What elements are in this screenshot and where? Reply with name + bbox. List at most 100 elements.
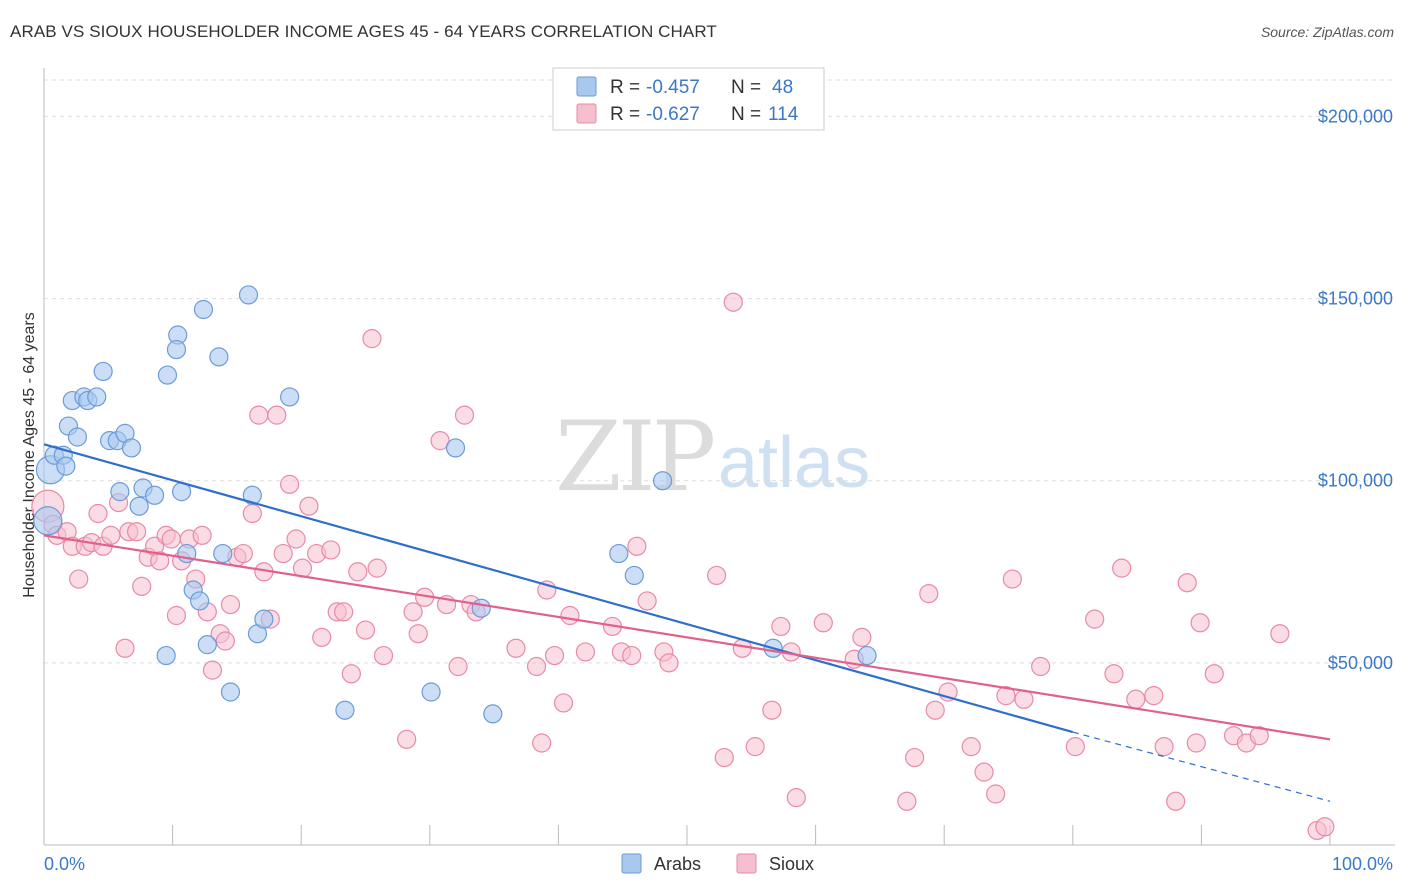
arabs-point xyxy=(220,682,241,702)
sioux-point xyxy=(659,653,679,673)
sioux-point xyxy=(286,529,306,549)
sioux-point xyxy=(166,605,187,626)
bottom-legend-arabs-swatch xyxy=(621,853,642,874)
sioux-point xyxy=(996,686,1016,706)
arabs-point xyxy=(609,543,629,564)
sioux-point xyxy=(448,656,468,677)
sioux-point xyxy=(544,645,565,666)
sioux-trend-line xyxy=(43,534,1331,741)
sioux-point xyxy=(974,762,994,782)
sioux-point xyxy=(813,613,833,633)
y-tick-labels: $50,000 $100,000 $150,000 $200,000 xyxy=(1318,106,1393,672)
sioux-points xyxy=(31,292,1335,841)
sioux-point xyxy=(1144,686,1164,706)
sioux-point xyxy=(1014,689,1034,709)
y-axis-label: Householder Income Ages 45 - 64 years xyxy=(21,312,38,598)
sioux-point xyxy=(762,700,782,720)
sioux-point xyxy=(905,747,925,768)
sioux-point xyxy=(1186,733,1206,753)
sioux-point xyxy=(215,631,235,651)
arabs-point xyxy=(209,347,229,367)
axes xyxy=(43,68,1395,846)
bottom-legend-arabs-label: Arabs xyxy=(654,854,701,874)
sioux-point xyxy=(126,522,147,542)
arabs-point xyxy=(93,361,113,382)
sioux-point xyxy=(1065,737,1085,757)
arabs-point xyxy=(254,609,274,629)
sioux-point xyxy=(397,729,417,749)
arabs-point xyxy=(110,482,130,502)
sioux-point xyxy=(267,405,287,425)
arabs-point xyxy=(129,496,149,516)
sioux-point xyxy=(1270,624,1290,644)
sioux-point xyxy=(312,627,332,647)
x-tick-label-1: 100.0% xyxy=(1332,854,1393,874)
sioux-point xyxy=(526,656,547,677)
arabs-point xyxy=(157,365,178,385)
legend-sioux-swatch xyxy=(576,103,597,124)
arabs-point xyxy=(87,387,107,407)
watermark-zip: ZIP xyxy=(555,401,714,513)
arabs-point xyxy=(166,339,187,360)
arabs-point xyxy=(445,438,466,458)
sioux-point xyxy=(706,565,727,586)
sioux-point xyxy=(299,496,319,516)
arabs-point xyxy=(471,598,491,618)
sioux-point xyxy=(1190,613,1210,633)
chart-title: ARAB VS SIOUX HOUSEHOLDER INCOME AGES 45… xyxy=(10,22,717,41)
sioux-point xyxy=(249,405,269,425)
arabs-point xyxy=(121,438,142,458)
sioux-point xyxy=(919,584,939,604)
arabs-point xyxy=(624,565,644,586)
sioux-point xyxy=(355,620,376,640)
source-credit: Source: ZipAtlas.com xyxy=(1260,24,1394,40)
y-tick-label-3: $200,000 xyxy=(1318,106,1393,126)
arabs-point xyxy=(857,645,877,666)
sioux-point xyxy=(627,536,647,556)
sioux-point xyxy=(242,503,262,524)
trend-lines xyxy=(43,443,1331,802)
sioux-point xyxy=(132,576,152,596)
arabs-point xyxy=(156,645,176,666)
arabs-point xyxy=(33,506,63,536)
arabs-point xyxy=(238,285,259,305)
legend-arabs-n-value: 48 xyxy=(772,77,793,98)
arabs-point xyxy=(483,704,503,724)
sioux-point xyxy=(454,405,475,425)
sioux-point xyxy=(745,737,765,757)
sioux-point xyxy=(273,543,293,564)
sioux-point xyxy=(1002,569,1022,589)
sioux-point xyxy=(637,591,657,611)
sioux-point xyxy=(150,551,170,571)
arabs-point xyxy=(56,456,76,476)
arabs-point xyxy=(193,299,214,320)
sioux-point xyxy=(1249,726,1269,746)
arabs-point xyxy=(190,591,210,611)
x-tick-label-0: 0.0% xyxy=(44,854,85,874)
sioux-point xyxy=(367,558,387,578)
sioux-point xyxy=(403,602,423,622)
sioux-point xyxy=(115,638,135,658)
legend-sioux-r-label: R = xyxy=(610,104,640,125)
sioux-point xyxy=(786,788,806,808)
legend-sioux-n-label: N = xyxy=(731,104,761,125)
sioux-point xyxy=(1126,689,1146,709)
sioux-point xyxy=(341,664,361,684)
y-tick-label-1: $100,000 xyxy=(1318,471,1393,491)
sioux-point xyxy=(334,602,354,622)
legend-sioux-n-value: 114 xyxy=(768,104,799,125)
sioux-point xyxy=(362,329,382,349)
bottom-legend-sioux-label: Sioux xyxy=(769,854,814,874)
arabs-trend-extension xyxy=(1072,731,1331,802)
y-tick-label-2: $150,000 xyxy=(1318,289,1393,309)
sioux-point xyxy=(373,645,394,666)
legend-box xyxy=(552,67,825,131)
sioux-point xyxy=(1204,664,1224,684)
legend-arabs-n-label: N = xyxy=(731,77,761,98)
sioux-point xyxy=(560,605,580,626)
sioux-point xyxy=(348,562,368,582)
legend-arabs-r-label: R = xyxy=(610,77,640,98)
sioux-point xyxy=(1177,573,1197,593)
arabs-points xyxy=(33,285,877,724)
sioux-point xyxy=(430,431,450,451)
